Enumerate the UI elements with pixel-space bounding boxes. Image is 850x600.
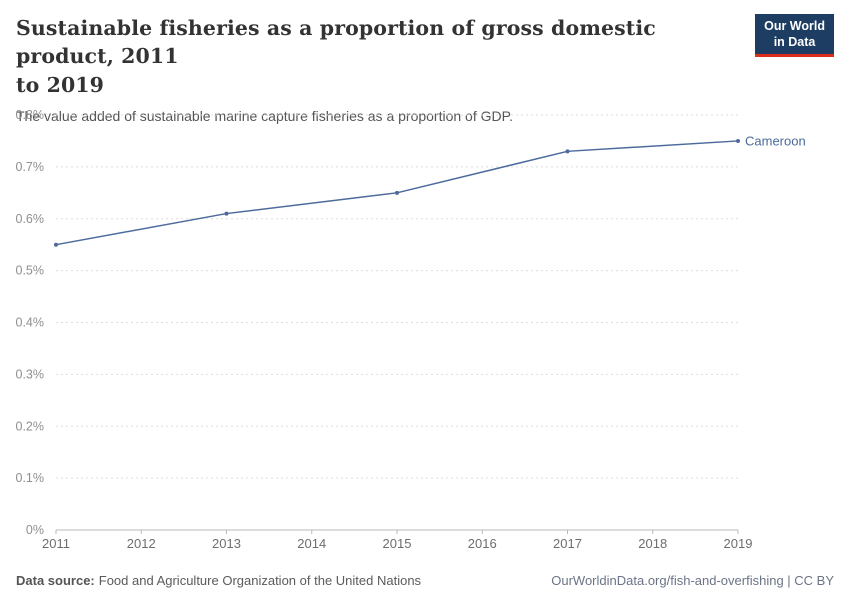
y-tick-label: 0.2% xyxy=(16,419,45,433)
y-tick-label: 0.8% xyxy=(16,108,45,122)
x-tick-label: 2015 xyxy=(383,536,412,551)
data-source: Data source: Food and Agriculture Organiz… xyxy=(16,573,421,588)
owid-logo-line2: in Data xyxy=(773,34,816,49)
y-tick-label: 0.6% xyxy=(16,212,45,226)
y-tick-label: 0.7% xyxy=(16,160,45,174)
chart-header: Sustainable fisheries as a proportion of… xyxy=(16,14,834,124)
series-label[interactable]: Cameroon xyxy=(745,133,806,148)
chart-footer: Data source: Food and Agriculture Organiz… xyxy=(16,573,834,588)
y-tick-label: 0.4% xyxy=(16,316,45,330)
y-tick-label: 0.3% xyxy=(16,367,45,381)
data-source-label: Data source: xyxy=(16,573,95,588)
x-tick-label: 2014 xyxy=(297,536,326,551)
x-tick-label: 2019 xyxy=(724,536,753,551)
chart-title-line2: to 2019 xyxy=(16,72,105,97)
y-tick-label: 0% xyxy=(26,523,44,537)
data-point[interactable] xyxy=(395,190,399,195)
x-tick-label: 2017 xyxy=(553,536,582,551)
data-point[interactable] xyxy=(736,138,740,143)
x-tick-label: 2011 xyxy=(42,536,70,551)
owid-logo-line1: Our World xyxy=(764,19,825,33)
data-point[interactable] xyxy=(565,149,570,154)
owid-logo[interactable]: Our World in Data xyxy=(755,14,834,58)
y-tick-label: 0.1% xyxy=(16,471,45,485)
data-point[interactable] xyxy=(54,242,58,247)
chart-title: Sustainable fisheries as a proportion of… xyxy=(16,14,756,99)
x-tick-label: 2018 xyxy=(638,536,667,551)
chart-subtitle: The value added of sustainable marine ca… xyxy=(16,107,514,124)
y-tick-label: 0.5% xyxy=(16,264,45,278)
line-chart-svg: 0% 0.1% 0.2% 0.3% 0.4% 0.5% 0.6% 0.7% 0.8% 2011 20… xyxy=(16,108,806,551)
footer-credit-link[interactable]: OurWorldinData.org/fish-and-overfishing … xyxy=(551,573,834,588)
data-source-text: Food and Agriculture Organization of the… xyxy=(98,573,422,588)
chart-title-line1: Sustainable fisheries as a proportion of… xyxy=(16,16,656,69)
data-point[interactable] xyxy=(224,211,229,216)
x-tick-label: 2013 xyxy=(212,536,241,551)
x-tick-label: 2012 xyxy=(127,536,156,551)
x-tick-label: 2016 xyxy=(468,536,497,551)
